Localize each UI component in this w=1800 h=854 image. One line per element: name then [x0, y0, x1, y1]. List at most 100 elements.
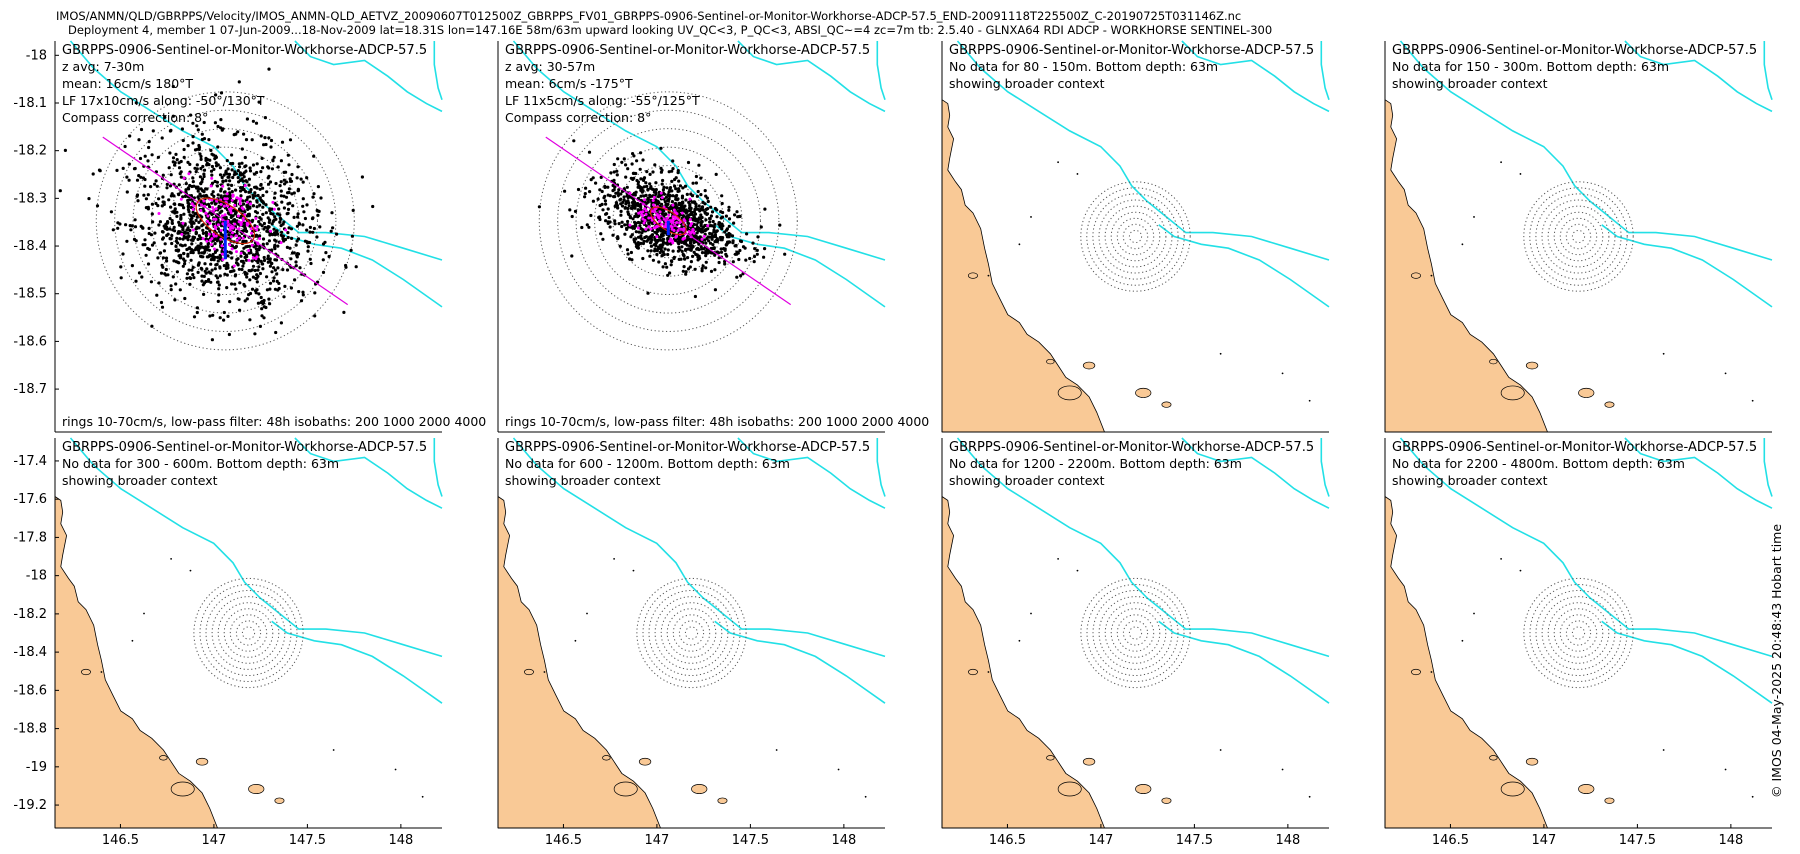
velocity-point: [690, 194, 695, 198]
lowpass-point: [669, 224, 673, 228]
velocity-point: [635, 244, 639, 249]
velocity-point: [199, 166, 203, 171]
velocity-point: [626, 206, 630, 211]
velocity-point: [208, 253, 212, 257]
island: [1604, 797, 1615, 804]
lowpass-point: [689, 231, 693, 235]
panel-no-data: No data for 80 - 150m. Bottom depth: 63m: [949, 59, 1218, 74]
velocity-point: [146, 207, 150, 211]
velocity-point: [637, 230, 641, 234]
panel-context: showing broader context: [949, 473, 1105, 488]
velocity-point: [669, 263, 673, 267]
velocity-point: [674, 202, 678, 206]
velocity-point: [266, 260, 270, 264]
velocity-point: [189, 220, 193, 224]
velocity-point: [616, 235, 620, 239]
velocity-point: [660, 182, 664, 186]
velocity-point: [653, 247, 657, 251]
island: [274, 797, 285, 804]
velocity-point: [308, 257, 312, 261]
velocity-point: [185, 247, 189, 252]
velocity-point: [292, 251, 296, 255]
velocity-point: [653, 230, 657, 234]
velocity-point: [267, 182, 271, 186]
velocity-point: [626, 252, 630, 256]
speed-ring: [660, 602, 723, 664]
x-tick-label: 147: [644, 833, 669, 848]
panel-bottom-4: 146.5 147 147.5 148 GBRPPS-0906-Sentinel-or…: [1384, 437, 1773, 848]
reef-dot: [1018, 639, 1021, 642]
velocity-point: [205, 267, 209, 271]
velocity-point: [285, 245, 289, 249]
reef-dot: [1519, 569, 1522, 572]
reef-dot: [394, 768, 397, 771]
velocity-point: [155, 184, 159, 188]
velocity-point: [670, 169, 674, 173]
velocity-point: [257, 247, 261, 251]
velocity-point: [267, 220, 271, 224]
velocity-point: [181, 228, 185, 232]
velocity-point: [196, 237, 200, 241]
velocity-point: [237, 297, 241, 301]
velocity-point: [191, 273, 195, 277]
velocity-point: [745, 232, 749, 236]
velocity-point: [191, 176, 195, 180]
velocity-point: [720, 227, 724, 231]
island: [638, 757, 652, 766]
velocity-point: [723, 262, 727, 266]
velocity-point: [274, 330, 278, 335]
velocity-point: [230, 256, 234, 260]
velocity-point: [227, 332, 231, 337]
velocity-point: [570, 214, 574, 219]
lowpass-point: [232, 264, 236, 268]
velocity-point: [603, 194, 607, 198]
velocity-point: [223, 272, 227, 276]
velocity-point: [234, 199, 238, 203]
lowpass-point: [649, 227, 653, 231]
velocity-point: [269, 231, 273, 236]
velocity-point: [244, 138, 249, 142]
velocity-point: [197, 251, 201, 255]
velocity-point: [737, 257, 741, 262]
velocity-point: [693, 267, 697, 271]
velocity-point: [212, 167, 216, 171]
velocity-point: [199, 199, 203, 204]
panel-bottom-note: rings 10-70cm/s, low-pass filter: 48h is…: [505, 414, 929, 429]
velocity-point: [238, 281, 242, 285]
velocity-point: [226, 314, 230, 318]
velocity-point: [180, 244, 185, 248]
velocity-point: [604, 212, 608, 216]
velocity-point: [682, 239, 687, 243]
velocity-point: [217, 283, 221, 287]
panel-plot-area: [1384, 40, 1773, 433]
reef-dot: [421, 795, 424, 798]
velocity-point: [156, 256, 160, 260]
lowpass-point: [241, 207, 245, 211]
velocity-point: [641, 256, 645, 261]
panel-mean: mean: 16cm/s 180°T: [62, 76, 193, 91]
velocity-point: [710, 210, 715, 214]
velocity-point: [196, 195, 200, 199]
velocity-point: [180, 127, 184, 131]
speed-ring: [1092, 193, 1179, 280]
velocity-point: [234, 287, 238, 291]
velocity-point: [237, 80, 241, 84]
velocity-point: [756, 235, 760, 239]
velocity-point: [623, 223, 627, 227]
velocity-point: [666, 252, 670, 257]
velocity-point: [654, 181, 658, 185]
velocity-point: [261, 242, 265, 246]
velocity-point: [270, 167, 274, 171]
lowpass-point: [641, 217, 645, 221]
velocity-point: [670, 179, 674, 183]
velocity-point: [188, 282, 192, 286]
panel-plot-area: [497, 40, 886, 433]
lowpass-point: [221, 258, 225, 262]
velocity-point: [299, 177, 303, 181]
lowpass-point: [271, 200, 275, 204]
lowpass-point: [214, 207, 218, 211]
velocity-point: [262, 258, 267, 263]
velocity-point: [283, 284, 287, 288]
velocity-point: [783, 252, 787, 256]
